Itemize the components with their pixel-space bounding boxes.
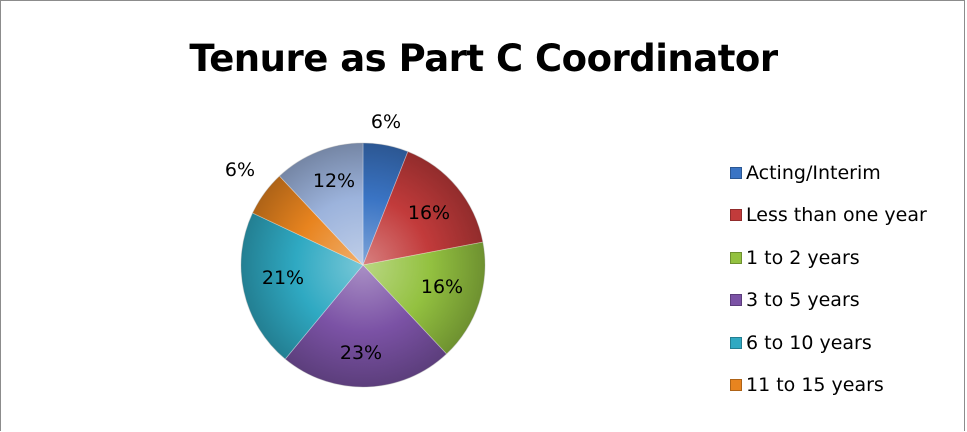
pie-slice-11-to-15-years [252, 175, 364, 266]
pie-slice-unlabeled [278, 142, 364, 267]
legend: Acting/Interim Less than one year 1 to 2… [730, 157, 927, 413]
slice-value-label: 12% [313, 170, 355, 192]
slice-labels: 6% 16% 16% 23% 21% 6% 12% [225, 111, 463, 364]
pie-slice-3-to-5-years [284, 264, 448, 388]
legend-item-acting-interim: Acting/Interim [730, 157, 927, 188]
legend-item-1-to-2-years: 1 to 2 years [730, 242, 927, 273]
legend-swatch [730, 379, 742, 392]
pie-slices [240, 142, 486, 388]
legend-swatch [730, 251, 742, 264]
legend-label: Acting/Interim [746, 161, 881, 184]
slice-value-label: 16% [421, 276, 463, 298]
slice-value-label: 6% [371, 111, 401, 133]
slice-value-label: 23% [340, 342, 382, 364]
slice-value-label: 6% [225, 159, 255, 181]
legend-label: 1 to 2 years [746, 246, 860, 269]
slice-value-label: 21% [262, 267, 304, 289]
legend-item-3-to-5-years: 3 to 5 years [730, 285, 927, 316]
pie-slice-6-to-10-years [240, 212, 364, 360]
legend-item-less-than-one-year: Less than one year [730, 200, 927, 231]
legend-item-6-to-10-years: 6 to 10 years [730, 327, 927, 358]
chart-title: Tenure as Part C Coordinator [189, 37, 778, 80]
pie-rim [240, 142, 486, 388]
legend-label: 3 to 5 years [746, 289, 860, 312]
legend-swatch [730, 209, 742, 222]
legend-swatch [730, 166, 742, 179]
legend-label: 6 to 10 years [746, 331, 872, 354]
legend-label: Less than one year [746, 204, 927, 227]
pie-slice-less-than-one-year [362, 151, 484, 266]
legend-item-11-to-15-years: 11 to 15 years [730, 370, 927, 401]
legend-swatch [730, 336, 742, 349]
pie-slice-1-to-2-years [362, 241, 486, 355]
legend-swatch [730, 294, 742, 307]
pie-slice-acting-interim [362, 142, 409, 266]
slice-value-label: 16% [408, 202, 450, 224]
legend-label: 11 to 15 years [746, 374, 884, 397]
